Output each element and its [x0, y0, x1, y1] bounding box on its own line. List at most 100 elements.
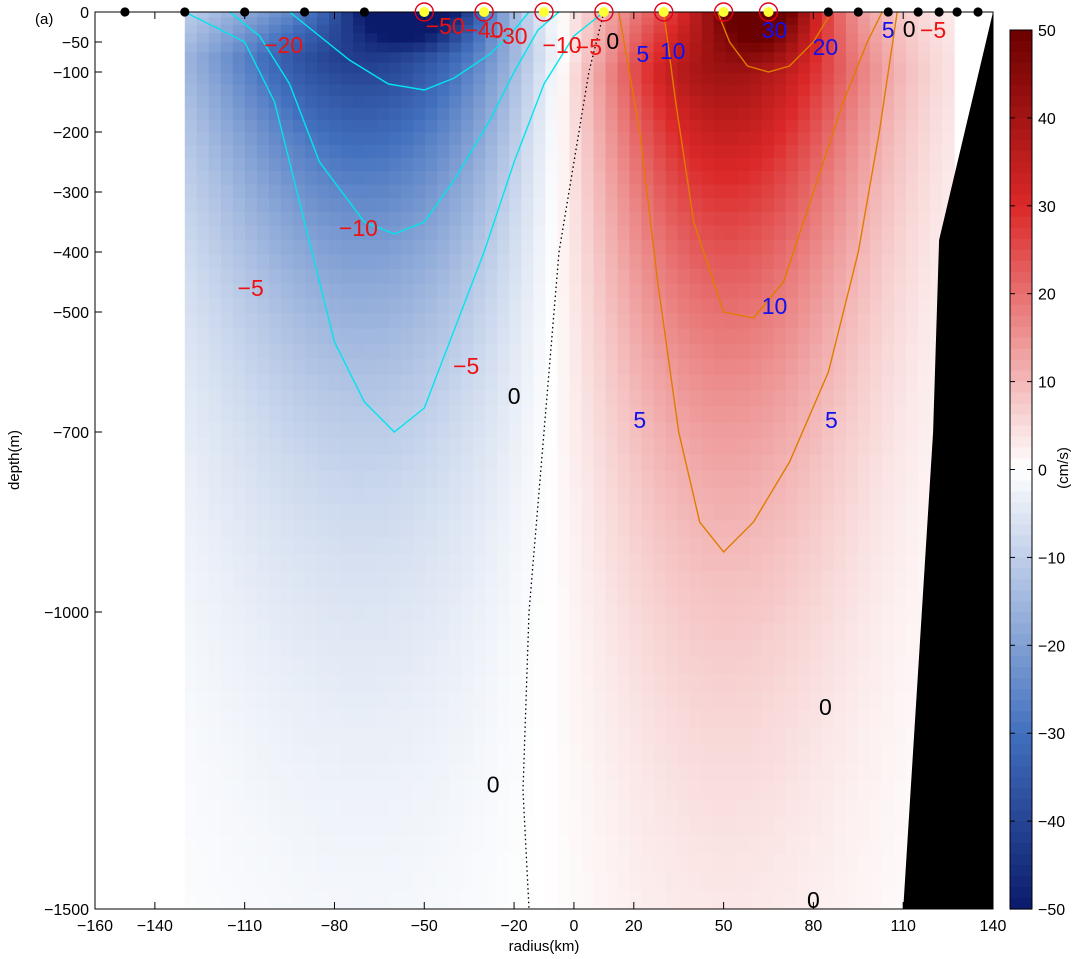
- heatmap-cell: [220, 657, 234, 676]
- heatmap-cell: [341, 157, 354, 172]
- heatmap-cell: [773, 328, 787, 345]
- heatmap-cell: [184, 406, 198, 423]
- heatmap-cell: [593, 537, 607, 555]
- heatmap-cell: [869, 622, 883, 641]
- heatmap-cell: [749, 487, 763, 505]
- heatmap-cell: [377, 73, 390, 86]
- heatmap-cell: [280, 359, 294, 376]
- heatmap-cell: [244, 33, 258, 44]
- heatmap-cell: [881, 119, 895, 133]
- heatmap-cell: [918, 254, 931, 270]
- heatmap-cell: [557, 487, 571, 505]
- heatmap-cell: [184, 454, 198, 472]
- heatmap-cell: [906, 639, 919, 658]
- heatmap-cell: [869, 12, 883, 18]
- heatmap-cell: [942, 17, 955, 26]
- heatmap-cell: [677, 52, 691, 64]
- heatmap-cell: [833, 84, 847, 97]
- heatmap-cell: [857, 62, 871, 74]
- heatmap-cell: [749, 198, 763, 213]
- heatmap-cell: [737, 571, 751, 589]
- heatmap-cell: [701, 17, 715, 26]
- heatmap-cell: [545, 853, 559, 873]
- heatmap-cell: [906, 438, 919, 456]
- heatmap-cell: [509, 674, 522, 693]
- heatmap-cell: [232, 835, 246, 855]
- heatmap-cell: [208, 62, 222, 74]
- heatmap-cell: [485, 17, 498, 26]
- heatmap-cell: [461, 745, 474, 764]
- heatmap-cell: [653, 503, 667, 522]
- heatmap-cell: [220, 438, 234, 456]
- heatmap-cell: [485, 283, 498, 299]
- heatmap-cell: [232, 763, 246, 782]
- heatmap-cell: [509, 692, 522, 711]
- heatmap-cell: [557, 132, 571, 146]
- heatmap-cell: [413, 145, 426, 159]
- heatmap-cell: [377, 835, 390, 855]
- heatmap-cell: [761, 622, 775, 641]
- heatmap-cell: [461, 225, 474, 241]
- heatmap-cell: [365, 537, 378, 555]
- heatmap-cell: [809, 692, 823, 711]
- heatmap-cell: [869, 639, 883, 658]
- heatmap-cell: [521, 745, 534, 764]
- heatmap-cell: [280, 298, 294, 314]
- heatmap-cell: [341, 422, 354, 439]
- heatmap-cell: [629, 554, 643, 572]
- heatmap-cell: [449, 554, 462, 572]
- heatmap-cell: [196, 470, 210, 488]
- heatmap-cell: [437, 745, 450, 764]
- heatmap-cell: [833, 674, 847, 693]
- heatmap-cell: [329, 96, 342, 109]
- heatmap-cell: [930, 132, 943, 146]
- heatmap-cell: [725, 24, 739, 34]
- heatmap-cell: [906, 622, 919, 641]
- heatmap-cell: [942, 132, 955, 146]
- heatmap-cell: [317, 470, 330, 488]
- heatmap-cell: [893, 853, 907, 873]
- heatmap-cell: [809, 406, 823, 423]
- heatmap-cell: [749, 835, 763, 855]
- heatmap-cell: [653, 657, 667, 676]
- heatmap-cell: [689, 674, 703, 693]
- heatmap-cell: [617, 605, 631, 624]
- heatmap-cell: [677, 470, 691, 488]
- heatmap-cell: [569, 835, 583, 855]
- heatmap-cell: [353, 571, 366, 589]
- heatmap-cell: [881, 639, 895, 658]
- heatmap-cell: [268, 709, 282, 729]
- heatmap-cell: [725, 184, 739, 199]
- heatmap-cell: [906, 537, 919, 555]
- heatmap-cell: [317, 487, 330, 505]
- heatmap-cell: [785, 374, 799, 391]
- heatmap-cell: [785, 588, 799, 607]
- heatmap-cell: [485, 359, 498, 376]
- heatmap-cell: [413, 622, 426, 641]
- heatmap-cell: [833, 503, 847, 522]
- heatmap-cell: [713, 727, 727, 746]
- heatmap-cell: [365, 571, 378, 589]
- heatmap-cell: [737, 157, 751, 172]
- heatmap-cell: [617, 225, 631, 241]
- heatmap-cell: [497, 709, 510, 729]
- heatmap-cell: [593, 763, 607, 782]
- station-marker: [120, 7, 130, 17]
- heatmap-cell: [665, 605, 679, 624]
- heatmap-cell: [749, 107, 763, 121]
- heatmap-cell: [629, 692, 643, 711]
- heatmap-cell: [749, 727, 763, 746]
- heatmap-cell: [845, 438, 859, 456]
- heatmap-cell: [785, 817, 799, 836]
- heatmap-cell: [893, 119, 907, 133]
- heatmap-cell: [365, 406, 378, 423]
- station-marker: [180, 7, 190, 17]
- heatmap-cell: [329, 709, 342, 729]
- heatmap-cell: [509, 96, 522, 109]
- heatmap-cell: [725, 73, 739, 86]
- heatmap-cell: [701, 639, 715, 658]
- heatmap-cell: [533, 438, 546, 456]
- heatmap-cell: [208, 211, 222, 227]
- heatmap-cell: [521, 470, 534, 488]
- heatmap-cell: [557, 588, 571, 607]
